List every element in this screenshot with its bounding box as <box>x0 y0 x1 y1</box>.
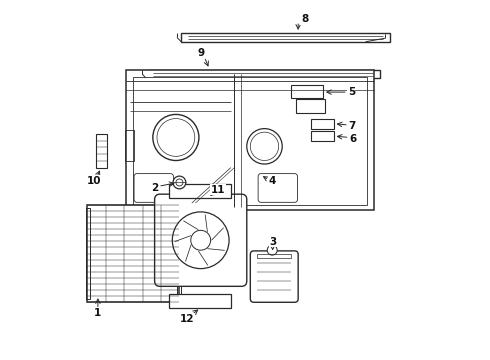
Text: 9: 9 <box>197 48 204 58</box>
Circle shape <box>173 176 186 189</box>
Text: 1: 1 <box>94 308 101 318</box>
Bar <box>177 208 181 299</box>
Bar <box>257 254 291 258</box>
Text: 10: 10 <box>86 176 101 186</box>
Bar <box>146 70 380 78</box>
Bar <box>311 119 334 129</box>
Text: 2: 2 <box>151 183 158 193</box>
Bar <box>169 184 231 198</box>
Bar <box>296 99 325 113</box>
Bar <box>87 205 179 302</box>
Circle shape <box>267 245 277 255</box>
Text: 7: 7 <box>349 121 356 131</box>
Bar <box>125 130 134 161</box>
Bar <box>126 70 374 210</box>
FancyBboxPatch shape <box>155 194 247 286</box>
Bar <box>96 134 107 168</box>
Text: 6: 6 <box>349 134 357 144</box>
Text: 11: 11 <box>211 185 225 195</box>
Text: 12: 12 <box>180 314 194 324</box>
Bar <box>85 208 90 299</box>
Bar <box>169 294 231 307</box>
Text: 8: 8 <box>301 14 308 24</box>
Text: 5: 5 <box>348 87 355 97</box>
Text: 4: 4 <box>269 176 276 186</box>
Bar <box>311 131 334 141</box>
Bar <box>181 33 391 42</box>
Bar <box>133 77 368 205</box>
FancyBboxPatch shape <box>250 251 298 302</box>
Text: 3: 3 <box>269 237 276 247</box>
Bar <box>291 85 323 99</box>
